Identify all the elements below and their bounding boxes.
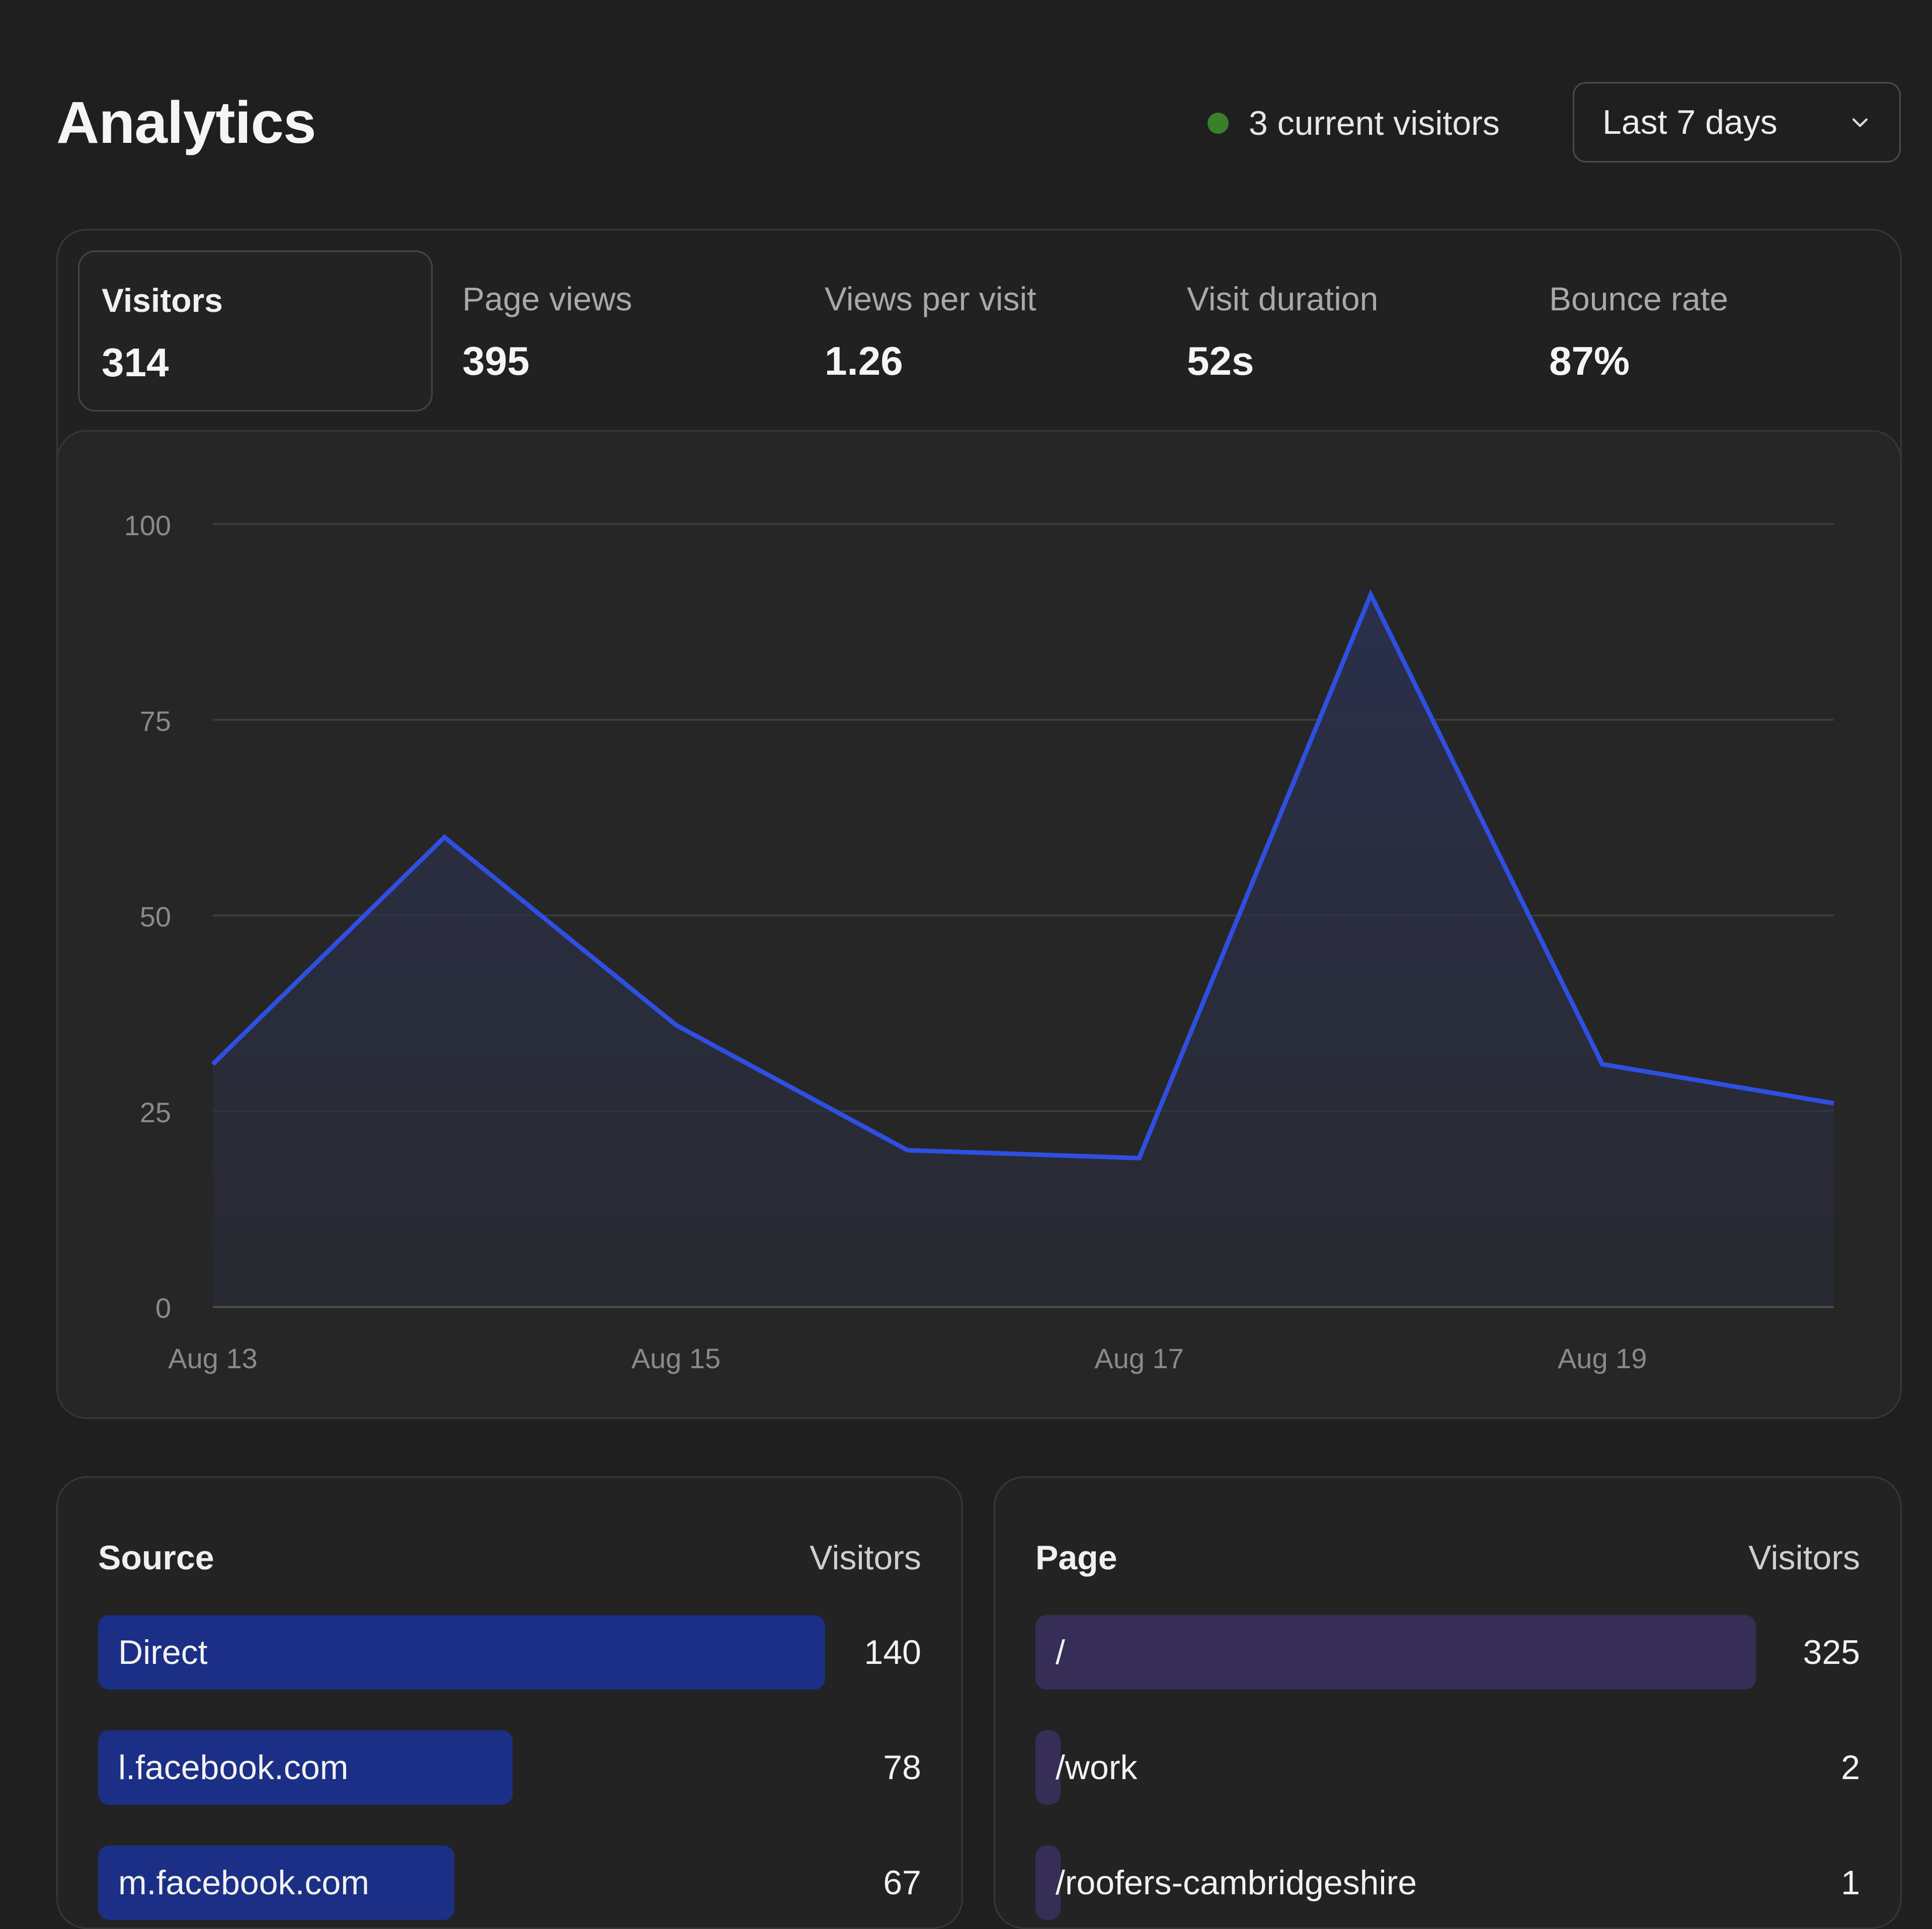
- data-point[interactable]: [671, 1020, 681, 1030]
- y-tick-label: 50: [140, 901, 171, 933]
- source-count: 67: [883, 1864, 921, 1902]
- page-bar: [1035, 1615, 1756, 1690]
- page-row[interactable]: /roofers-cambridgeshire 1: [1035, 1846, 1860, 1920]
- sources-header: Source Visitors: [98, 1538, 921, 1577]
- data-point[interactable]: [903, 1145, 913, 1155]
- data-point[interactable]: [1829, 1098, 1839, 1108]
- chevron-down-icon: [1852, 118, 1868, 127]
- source-label: l.facebook.com: [118, 1748, 349, 1787]
- source-count: 78: [883, 1748, 921, 1787]
- y-tick-label: 25: [140, 1097, 171, 1128]
- page-bar: [1035, 1730, 1061, 1805]
- source-row[interactable]: l.facebook.com 78: [98, 1730, 921, 1805]
- source-label: m.facebook.com: [118, 1864, 369, 1902]
- stat-value: 1.26: [825, 339, 903, 383]
- stat-label: Views per visit: [825, 280, 1036, 317]
- stat-value: 52s: [1187, 339, 1254, 383]
- stat-label: Bounce rate: [1549, 280, 1728, 317]
- pages-column-visitors: Visitors: [1748, 1539, 1860, 1577]
- tab-bounce-rate[interactable]: Bounce rate 87%: [1527, 250, 1882, 411]
- page-count: 1: [1841, 1864, 1860, 1902]
- visitors-chart-panel: 0 25 50 75 100 Aug 13 Aug 15 Aug 17 Aug 19: [56, 430, 1902, 1419]
- page-label: /: [1056, 1633, 1065, 1671]
- visitors-area: [213, 595, 1834, 1307]
- data-point[interactable]: [1597, 1059, 1607, 1069]
- x-tick-label: Aug 13: [168, 1343, 258, 1374]
- page-count: 325: [1803, 1633, 1860, 1671]
- page-label: /roofers-cambridgeshire: [1056, 1864, 1417, 1902]
- visitors-line: [211, 589, 1834, 1160]
- stat-label: Visitors: [102, 282, 223, 319]
- stat-label: Page views: [462, 280, 632, 317]
- current-visitors-label: 3 current visitors: [1249, 104, 1500, 142]
- tab-visitors[interactable]: Visitors 314: [78, 250, 433, 411]
- visitors-chart: 0 25 50 75 100 Aug 13 Aug 15 Aug 17 Aug 19: [124, 510, 1839, 1374]
- source-bar: [98, 1730, 513, 1805]
- pages-header: Page Visitors: [1035, 1538, 1860, 1577]
- tab-page-views[interactable]: Page views 395: [440, 250, 795, 411]
- stat-value: 314: [102, 340, 169, 385]
- source-count: 140: [864, 1633, 921, 1671]
- source-bar: [98, 1615, 825, 1690]
- stat-label: Visit duration: [1187, 280, 1379, 317]
- date-range-value: Last 7 days: [1602, 103, 1778, 141]
- source-label: Direct: [118, 1633, 208, 1671]
- page-title: Analytics: [56, 90, 316, 156]
- sources-card: Source Visitors Direct 140 l.facebook.com 7…: [56, 1476, 963, 1929]
- metrics-card: Visitors 314 Page views 395 Views per vi…: [56, 229, 1902, 1419]
- current-visitors: 3 current visitors: [1208, 104, 1500, 143]
- source-row[interactable]: Direct 140: [98, 1615, 921, 1690]
- data-point[interactable]: [1134, 1153, 1144, 1163]
- y-tick-label: 75: [140, 705, 171, 737]
- data-point[interactable]: [1365, 590, 1376, 600]
- pages-column-page: Page: [1035, 1539, 1117, 1577]
- tab-visit-duration[interactable]: Visit duration 52s: [1165, 250, 1519, 411]
- stat-value: 87%: [1549, 339, 1630, 383]
- sources-column-visitors: Visitors: [810, 1539, 921, 1577]
- stat-value: 395: [462, 339, 530, 383]
- x-tick-label: Aug 17: [1094, 1343, 1184, 1374]
- y-tick-label: 0: [155, 1292, 171, 1324]
- page-row[interactable]: /work 2: [1035, 1730, 1860, 1805]
- date-range-select[interactable]: Last 7 days: [1573, 82, 1901, 162]
- page-count: 2: [1841, 1748, 1860, 1787]
- data-point[interactable]: [208, 1059, 218, 1069]
- sources-column-source: Source: [98, 1539, 214, 1577]
- pages-card: Page Visitors / 325/work 2/roofers-cambrid…: [994, 1476, 1902, 1929]
- data-point[interactable]: [439, 832, 449, 842]
- page-row[interactable]: / 325: [1035, 1615, 1860, 1690]
- y-tick-label: 100: [124, 510, 171, 541]
- page-label: /work: [1056, 1748, 1138, 1787]
- source-row[interactable]: m.facebook.com 67: [98, 1846, 921, 1920]
- tab-views-per-visit[interactable]: Views per visit 1.26: [802, 250, 1157, 411]
- x-tick-label: Aug 19: [1558, 1343, 1647, 1374]
- x-tick-label: Aug 15: [631, 1343, 721, 1374]
- live-status-dot: [1208, 113, 1229, 134]
